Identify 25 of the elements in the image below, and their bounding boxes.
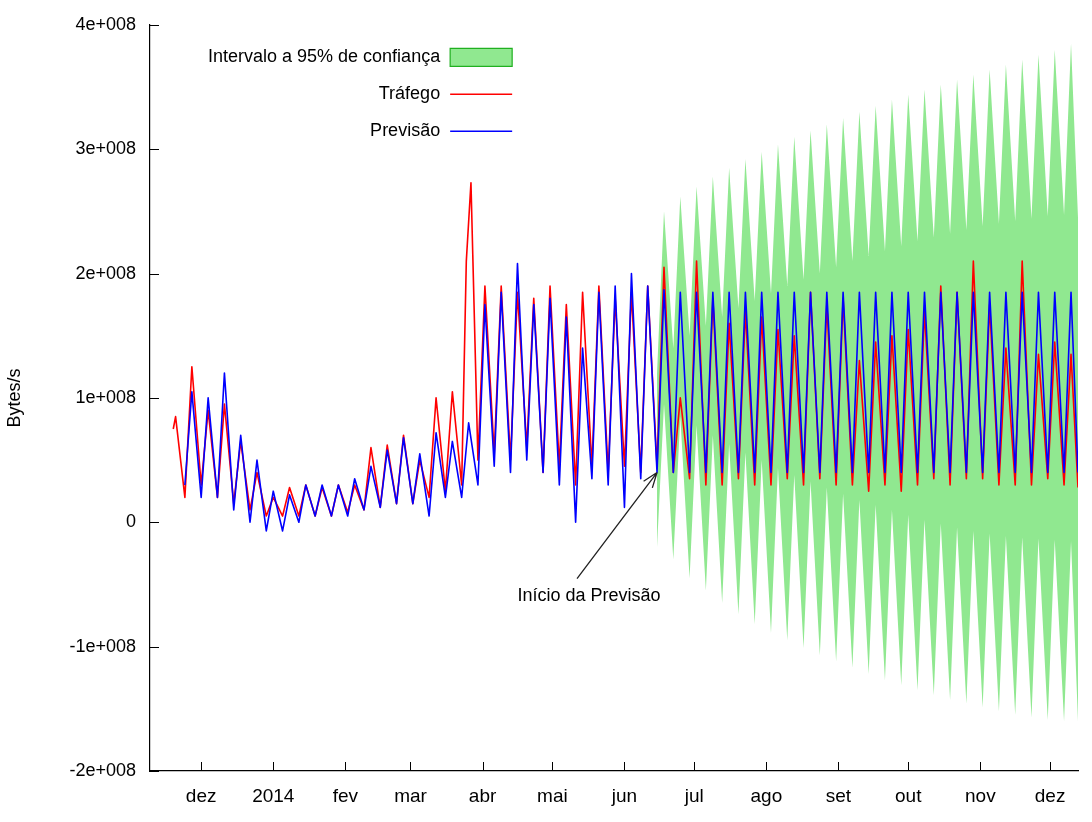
y-tick-label: -1e+008	[69, 635, 136, 656]
legend-label: Intervalo a 95% de confiança	[208, 46, 442, 67]
x-tick-label: jun	[610, 784, 638, 806]
y-tick-label: 4e+008	[75, 13, 136, 34]
x-tick-label: fev	[332, 784, 359, 806]
y-tick-label: 1e+008	[75, 386, 136, 407]
y-tick-label: 0	[125, 511, 136, 532]
x-tick-label: 2014	[252, 784, 295, 806]
x-tick-label: ago	[750, 784, 783, 806]
y-tick-label: -2e+008	[69, 759, 136, 780]
x-tick-label: abr	[468, 784, 497, 806]
y-tick-label: 2e+008	[75, 262, 136, 283]
x-tick-label: mai	[537, 784, 568, 806]
x-tick-label: nov	[965, 784, 997, 806]
x-tick-label: mar	[394, 784, 428, 806]
x-tick-label: dez	[185, 784, 217, 806]
legend-label: Previsão	[370, 120, 441, 141]
x-tick-label: set	[825, 784, 852, 806]
x-tick-label: dez	[1034, 784, 1066, 806]
x-tick-label: jul	[683, 784, 704, 806]
annotation: Início da Previsão	[517, 585, 661, 606]
legend-label: Tráfego	[378, 83, 441, 104]
x-tick-label: out	[895, 784, 923, 806]
y-axis-title: Bytes/s	[3, 368, 24, 428]
y-tick-label: 3e+008	[75, 138, 136, 159]
